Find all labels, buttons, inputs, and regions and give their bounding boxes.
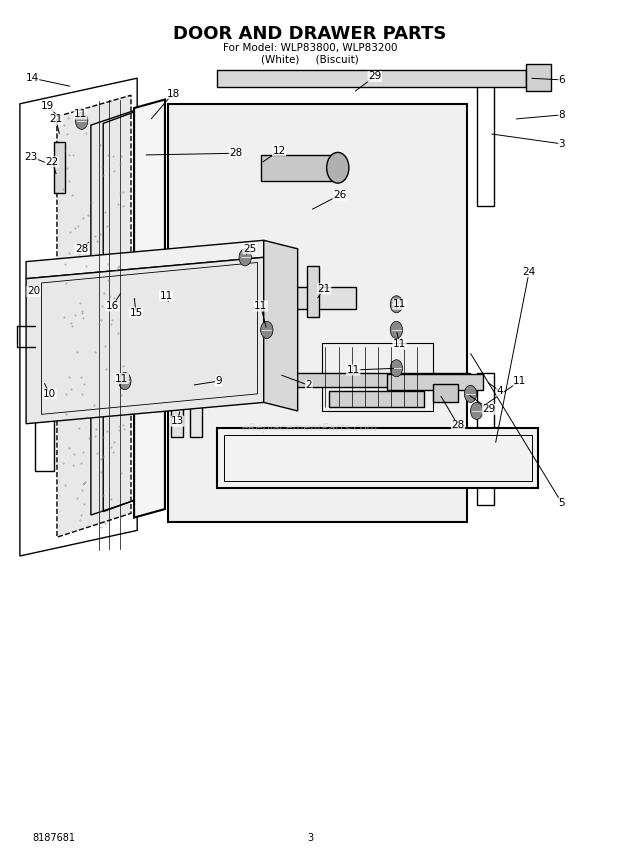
Circle shape	[390, 321, 402, 338]
Text: 12: 12	[273, 146, 286, 156]
Bar	[190, 296, 202, 437]
Polygon shape	[264, 241, 298, 411]
Text: 23: 23	[24, 152, 38, 162]
Circle shape	[76, 112, 88, 129]
Text: 11: 11	[254, 301, 267, 311]
Text: 9: 9	[215, 376, 222, 386]
Polygon shape	[26, 241, 264, 279]
Circle shape	[471, 402, 483, 419]
Bar	[477, 372, 494, 505]
Circle shape	[464, 385, 477, 402]
Text: 2: 2	[306, 380, 312, 390]
Circle shape	[390, 296, 402, 312]
Text: 22: 22	[45, 157, 59, 167]
Circle shape	[260, 321, 273, 338]
Bar	[433, 383, 458, 402]
Text: 3: 3	[307, 833, 313, 842]
Text: 8187681: 8187681	[32, 833, 75, 842]
Text: 5: 5	[559, 498, 565, 508]
Text: eReplacementParts.com: eReplacementParts.com	[242, 423, 378, 433]
Text: 21: 21	[317, 284, 331, 294]
Polygon shape	[260, 155, 341, 181]
Text: 16: 16	[106, 301, 119, 311]
Text: 3: 3	[559, 139, 565, 149]
Circle shape	[390, 360, 402, 377]
Text: 29: 29	[368, 71, 381, 81]
Text: 11: 11	[159, 291, 173, 300]
Bar	[526, 63, 551, 91]
Text: 11: 11	[393, 300, 406, 309]
Bar	[387, 374, 483, 389]
Text: 14: 14	[25, 73, 39, 83]
Text: (White)     (Biscuit): (White) (Biscuit)	[261, 55, 359, 64]
Text: 11: 11	[393, 339, 406, 349]
Text: 11: 11	[513, 376, 526, 386]
Polygon shape	[218, 372, 471, 387]
Text: 11: 11	[74, 109, 87, 119]
Text: 10: 10	[43, 389, 56, 399]
Text: DOOR AND DRAWER PARTS: DOOR AND DRAWER PARTS	[174, 25, 446, 43]
Text: 20: 20	[27, 287, 40, 296]
Text: 13: 13	[170, 416, 184, 426]
Text: 8: 8	[559, 110, 565, 120]
Text: 18: 18	[166, 88, 180, 98]
Text: 28: 28	[75, 244, 88, 254]
Text: 24: 24	[523, 267, 536, 276]
Bar	[329, 391, 424, 407]
Text: 11: 11	[115, 373, 128, 383]
Bar	[307, 266, 319, 317]
Polygon shape	[168, 104, 467, 522]
Bar	[477, 74, 494, 206]
Circle shape	[118, 372, 131, 389]
Circle shape	[239, 249, 251, 266]
Bar	[171, 296, 184, 437]
Text: 15: 15	[130, 308, 143, 318]
Text: 4: 4	[497, 386, 503, 396]
Polygon shape	[134, 99, 165, 518]
Text: 29: 29	[482, 404, 495, 414]
Polygon shape	[267, 288, 356, 308]
Circle shape	[327, 152, 349, 183]
Text: 28: 28	[451, 420, 465, 431]
Text: 25: 25	[243, 244, 256, 254]
Bar	[54, 142, 65, 193]
Text: For Model: WLP83800, WLP83200: For Model: WLP83800, WLP83200	[223, 44, 397, 53]
Text: 21: 21	[49, 114, 63, 124]
Polygon shape	[218, 428, 538, 488]
Polygon shape	[218, 69, 526, 86]
Text: 28: 28	[229, 148, 242, 158]
Text: 11: 11	[347, 365, 360, 375]
Polygon shape	[26, 258, 264, 424]
Text: 6: 6	[559, 74, 565, 85]
Text: 26: 26	[333, 190, 346, 200]
Bar	[322, 342, 433, 411]
Text: 19: 19	[41, 101, 55, 111]
Polygon shape	[57, 95, 131, 538]
